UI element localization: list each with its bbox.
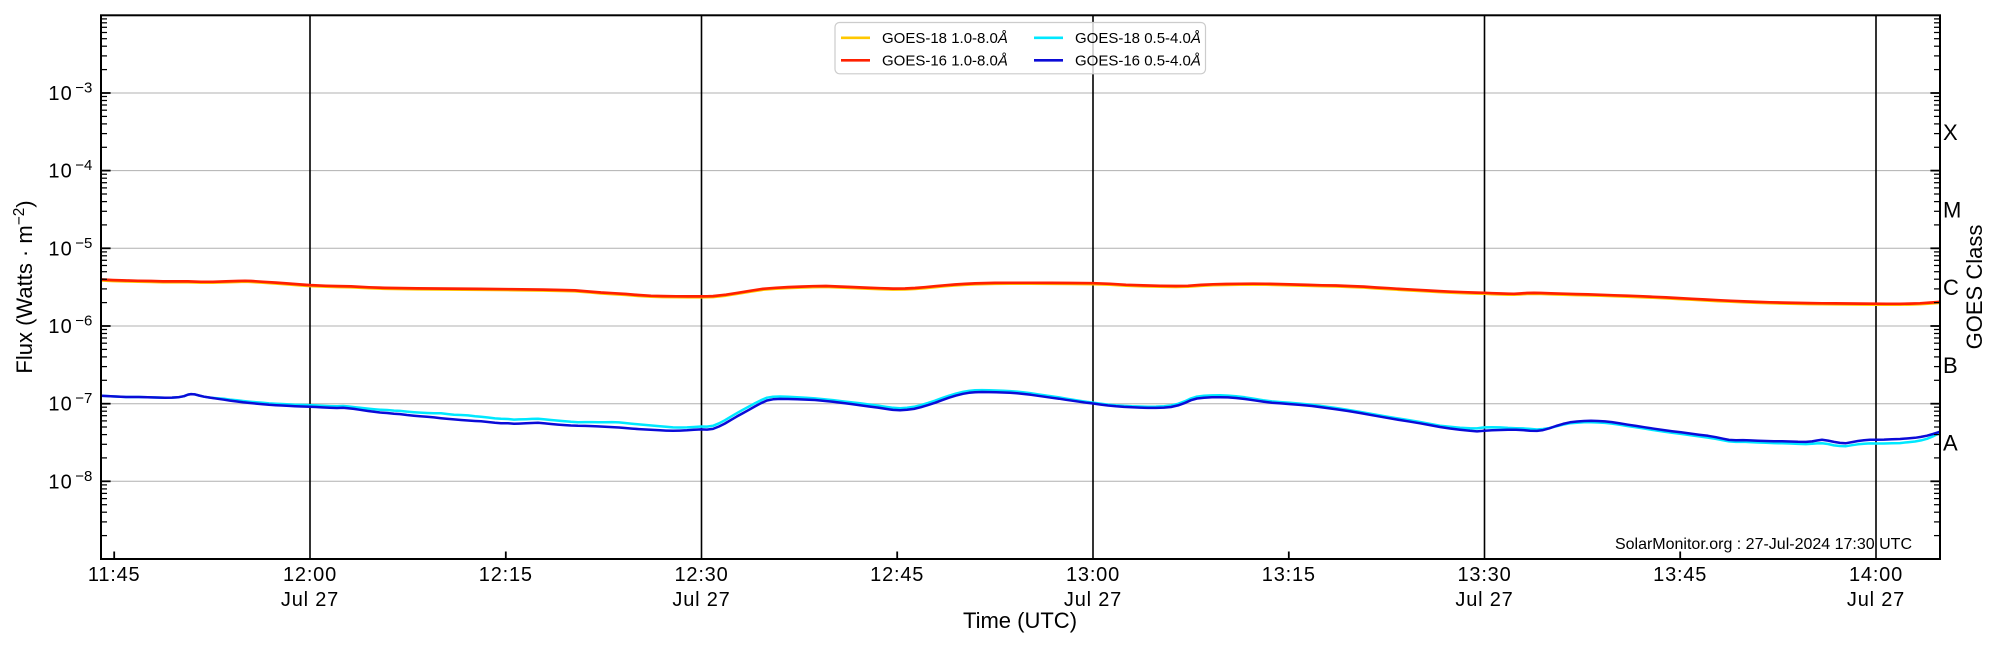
svg-text:−6: −6 (75, 313, 92, 330)
svg-text:Jul 27: Jul 27 (672, 589, 730, 611)
svg-text:11:45: 11:45 (88, 564, 141, 586)
svg-text:GOES-18 1.0-8.0Å: GOES-18 1.0-8.0Å (882, 30, 1008, 47)
svg-text:B: B (1943, 353, 1958, 378)
svg-text:SolarMonitor.org : 27-Jul-2024: SolarMonitor.org : 27-Jul-2024 17:30 UTC (1615, 536, 1912, 553)
svg-text:GOES-18 0.5-4.0Å: GOES-18 0.5-4.0Å (1075, 30, 1201, 47)
svg-text:12:15: 12:15 (479, 564, 533, 586)
svg-text:GOES Class: GOES Class (1962, 225, 1987, 350)
svg-text:10: 10 (48, 161, 73, 183)
svg-text:−8: −8 (75, 468, 92, 485)
svg-text:C: C (1943, 275, 1959, 300)
svg-text:13:15: 13:15 (1262, 564, 1316, 586)
svg-text:12:30: 12:30 (674, 564, 728, 586)
svg-text:10: 10 (48, 471, 73, 493)
svg-text:13:45: 13:45 (1653, 564, 1707, 586)
svg-text:−7: −7 (75, 390, 92, 407)
svg-text:12:45: 12:45 (870, 564, 924, 586)
svg-text:Jul 27: Jul 27 (1064, 589, 1122, 611)
svg-text:X: X (1943, 120, 1958, 145)
svg-text:Jul 27: Jul 27 (1455, 589, 1513, 611)
svg-text:10: 10 (48, 83, 73, 105)
svg-text:13:30: 13:30 (1457, 564, 1511, 586)
svg-text:12:00: 12:00 (283, 564, 337, 586)
svg-text:A: A (1943, 431, 1958, 456)
svg-text:−3: −3 (75, 80, 92, 97)
svg-text:10: 10 (48, 238, 73, 260)
svg-text:10: 10 (48, 394, 73, 416)
svg-text:M: M (1943, 198, 1961, 223)
svg-text:−4: −4 (75, 157, 92, 174)
svg-text:−5: −5 (75, 235, 92, 252)
svg-text:14:00: 14:00 (1849, 564, 1903, 586)
svg-text:13:00: 13:00 (1066, 564, 1120, 586)
svg-text:Time (UTC): Time (UTC) (963, 608, 1077, 633)
svg-text:Jul 27: Jul 27 (1847, 589, 1905, 611)
svg-text:Flux (Watts · m−2): Flux (Watts · m−2) (11, 200, 37, 373)
svg-text:Jul 27: Jul 27 (281, 589, 339, 611)
svg-text:GOES-16 1.0-8.0Å: GOES-16 1.0-8.0Å (882, 53, 1008, 70)
svg-text:GOES-16 0.5-4.0Å: GOES-16 0.5-4.0Å (1075, 53, 1201, 70)
svg-text:10: 10 (48, 316, 73, 338)
